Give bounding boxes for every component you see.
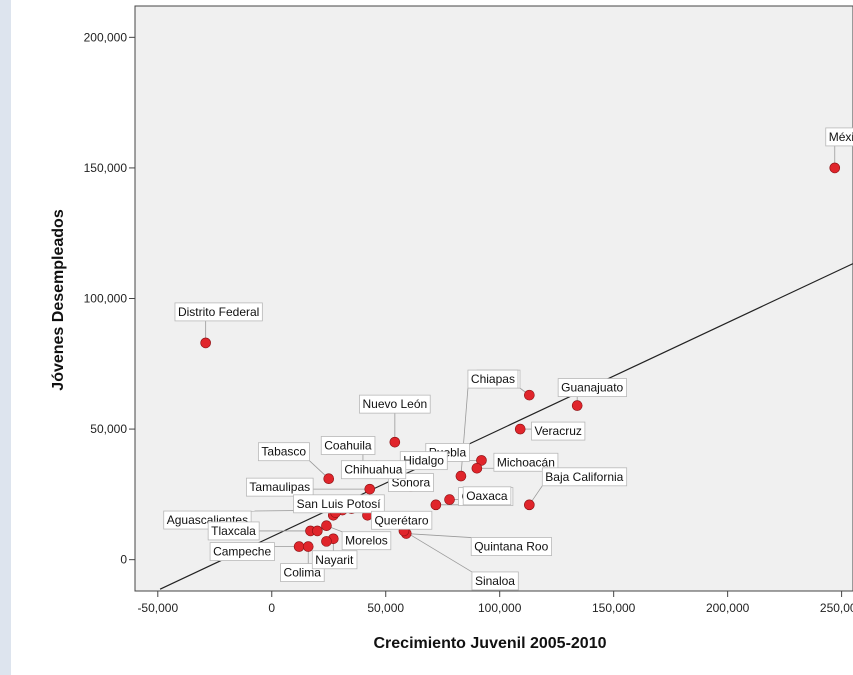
y-tick-label: 50,000 — [90, 422, 127, 436]
x-tick-label: 0 — [268, 601, 275, 615]
point-label: Morelos — [345, 534, 388, 548]
fit-line-group — [159, 263, 853, 590]
point-label-box — [371, 510, 433, 530]
point-label: Veracruz — [535, 424, 582, 438]
label-leader-line — [403, 530, 473, 573]
data-point — [455, 470, 467, 482]
point-label: Sinaloa — [475, 574, 515, 588]
point-label: Campeche — [213, 545, 271, 559]
point-label: Tamaulipas — [249, 480, 310, 494]
data-point — [200, 337, 211, 349]
data-point — [514, 423, 526, 435]
point-label-box — [209, 542, 275, 562]
point-label-box — [341, 531, 392, 551]
point-label: San Luis Potosí — [297, 497, 382, 511]
point-label-box — [257, 442, 310, 462]
point-label: Tlaxcala — [211, 524, 256, 538]
point-label: Colima — [284, 566, 322, 580]
data-point — [321, 536, 332, 547]
point-label-box — [311, 550, 358, 570]
x-tick-label: 250,000 — [820, 601, 853, 615]
page-left-band — [0, 0, 11, 675]
data-point — [444, 494, 455, 505]
fit-line — [159, 263, 853, 590]
data-point — [293, 541, 305, 552]
y-tick-label: 0 — [120, 553, 127, 567]
x-tick-label: -50,000 — [137, 601, 178, 615]
point-label: Chiapas — [471, 372, 515, 386]
y-axis-title: Jóvenes Desempleados — [50, 209, 67, 391]
data-point — [571, 400, 583, 411]
point-label: Coahuila — [324, 438, 372, 452]
point-label: Baja California — [545, 470, 623, 484]
x-axis-title: Crecimiento Juvenil 2005-2010 — [373, 635, 606, 652]
data-point — [829, 162, 841, 174]
point-label-box — [493, 452, 559, 472]
point-label: Distrito Federal — [178, 305, 259, 319]
point-label-box — [471, 571, 519, 591]
point-label-box — [462, 486, 512, 506]
point-label: Nuevo León — [362, 397, 427, 411]
data-point — [389, 436, 401, 448]
point-label-box — [293, 494, 385, 514]
data-point — [323, 473, 335, 485]
x-tick-label: 50,000 — [367, 601, 404, 615]
data-point — [524, 499, 535, 511]
point-label-box — [557, 378, 627, 397]
label-leader-line — [406, 533, 472, 538]
point-labels: MéxicoDistrito FederalJaliscoGuanajuatoV… — [163, 127, 853, 591]
data-point — [302, 541, 314, 552]
data-point — [430, 499, 442, 511]
point-label: Querétaro — [374, 513, 428, 527]
x-tick-label: 200,000 — [706, 601, 750, 615]
point-label-box — [340, 460, 407, 480]
point-label-box — [174, 302, 263, 322]
point-label: Chihuahua — [344, 463, 402, 477]
point-label: México — [829, 130, 853, 144]
data-point — [476, 455, 487, 466]
data-point — [321, 520, 332, 532]
y-tick-label: 200,000 — [84, 30, 128, 44]
point-label: Guanajuato — [561, 381, 623, 395]
point-label-box — [531, 421, 586, 441]
data-point — [524, 389, 535, 401]
x-tick-label: 150,000 — [592, 601, 636, 615]
point-label-box — [825, 127, 853, 147]
point-label: Tabasco — [261, 445, 306, 459]
point-label-box — [246, 477, 314, 497]
axis-ticks: -50,000 0 50,000 100,000 150,000 200,000 250,0… — [84, 30, 853, 615]
point-label-box — [470, 537, 552, 556]
data-point — [312, 525, 323, 537]
point-label-box — [359, 394, 431, 414]
y-tick-label: 100,000 — [84, 292, 128, 306]
point-label-box — [467, 369, 519, 389]
y-tick-label: 150,000 — [84, 161, 128, 175]
point-label-box — [320, 436, 376, 455]
point-label: Quintana Roo — [474, 540, 548, 554]
data-point — [471, 462, 483, 474]
point-label: Nayarit — [315, 553, 354, 567]
point-label-box — [207, 521, 260, 541]
point-label: Hidalgo — [403, 454, 444, 468]
x-tick-label: 100,000 — [478, 601, 522, 615]
point-label: Oaxaca — [466, 489, 508, 503]
data-point — [364, 483, 376, 495]
point-label: Michoacán — [497, 455, 555, 469]
point-label-box — [541, 467, 628, 487]
